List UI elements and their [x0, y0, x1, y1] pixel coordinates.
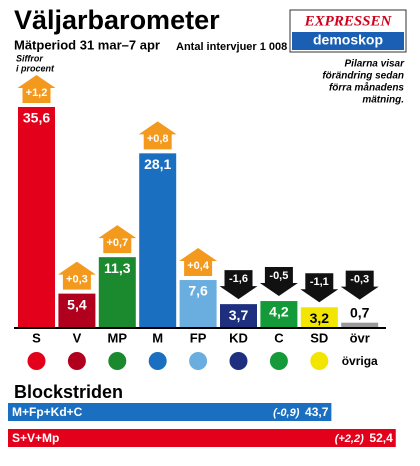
x-tick-label: SD	[310, 330, 328, 345]
other-label: övriga	[342, 354, 378, 368]
bar	[18, 106, 55, 327]
note: förändring sedan	[322, 71, 404, 82]
chart-title: Väljarbarometer	[14, 5, 220, 35]
bar	[139, 153, 177, 327]
value-label: 28,1	[144, 156, 171, 172]
bar	[8, 429, 396, 447]
party-logo	[310, 352, 329, 370]
y-tick-label: M+Fp+Kd+C	[12, 405, 83, 419]
bar	[58, 293, 96, 327]
party-logo	[108, 352, 127, 370]
value-label: 43,7	[305, 405, 329, 419]
y-tick-label: S+V+Mp	[12, 431, 59, 445]
change-label: -0,3	[350, 274, 369, 286]
change-label: +0,7	[106, 237, 128, 249]
block-title: Blockstriden	[14, 382, 123, 402]
bar	[300, 307, 338, 327]
x-tick-label: V	[73, 330, 82, 345]
bar	[260, 301, 298, 327]
value-label: 4,2	[269, 304, 289, 320]
change-arrow	[98, 225, 137, 254]
change-label: +0,8	[147, 133, 169, 145]
value-label: 7,6	[188, 283, 208, 299]
unit-note: Siffror	[16, 53, 43, 63]
bar	[98, 257, 136, 327]
logo-band	[292, 32, 404, 50]
x-tick-label: övr	[350, 330, 370, 345]
note: mätning.	[362, 95, 404, 106]
change-label: (+2,2)	[335, 433, 364, 445]
interviews: Antal intervjuer 1 008	[176, 41, 287, 53]
x-tick-label: FP	[190, 330, 207, 345]
change-label: -0,5	[269, 270, 288, 282]
bar	[341, 322, 379, 327]
value-label: 5,4	[67, 296, 87, 312]
value-label: 3,7	[229, 307, 249, 323]
change-arrow	[17, 74, 56, 103]
party-logo	[189, 352, 208, 370]
change-label: +0,4	[187, 260, 210, 272]
value-label: 3,2	[310, 310, 330, 326]
x-tick-label: M	[152, 330, 163, 345]
note: förra månadens	[329, 82, 404, 94]
note: Pilarna visar	[345, 59, 406, 70]
change-label: -1,6	[229, 273, 248, 285]
x-tick-label: MP	[108, 330, 128, 345]
value-label: 11,3	[104, 260, 131, 276]
change-label: (-0,9)	[273, 407, 300, 419]
unit-note: i procent	[16, 63, 55, 73]
x-tick-label: S	[32, 330, 41, 345]
bar	[220, 304, 257, 327]
value-label: 0,7	[350, 304, 370, 320]
change-arrow	[219, 270, 258, 300]
bar	[8, 403, 332, 421]
party-logo	[269, 352, 288, 370]
logo-text: EXPRESSEN	[304, 13, 393, 29]
change-label: +1,2	[26, 87, 48, 99]
change-arrow	[138, 121, 177, 150]
change-arrow	[179, 248, 218, 277]
value-label: 52,4	[369, 431, 393, 445]
party-logo	[67, 352, 86, 370]
value-label: 35,6	[23, 110, 50, 126]
change-arrow	[57, 261, 96, 290]
party-logo	[229, 352, 248, 370]
logo-text: demoskop	[313, 32, 383, 48]
x-tick-label: C	[274, 330, 284, 345]
change-arrow	[259, 267, 298, 297]
bar	[179, 280, 217, 327]
change-arrow	[300, 273, 339, 303]
subtitle: Mätperiod 31 mar–7 apr	[14, 37, 160, 52]
change-label: -1,1	[310, 276, 329, 288]
party-logo	[27, 352, 46, 370]
x-tick-label: KD	[229, 330, 248, 345]
change-arrow	[340, 270, 379, 300]
change-label: +0,3	[66, 274, 88, 286]
party-logo	[148, 352, 167, 370]
